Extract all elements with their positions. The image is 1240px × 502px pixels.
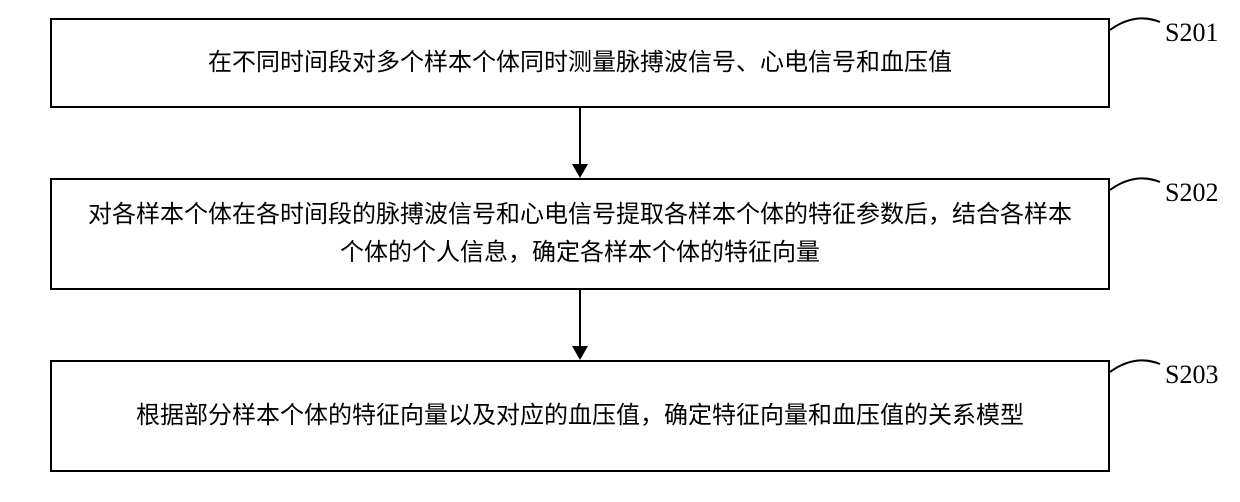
step-label-s202: S202 <box>1165 178 1218 208</box>
step-text-s203: 根据部分样本个体的特征向量以及对应的血压值，确定特征向量和血压值的关系模型 <box>136 397 1024 435</box>
label-connector-s203 <box>1110 360 1160 372</box>
step-box-s201: 在不同时间段对多个样本个体同时测量脉搏波信号、心电信号和血压值 <box>50 18 1110 108</box>
step-label-s203: S203 <box>1165 360 1218 390</box>
flowchart-canvas: 在不同时间段对多个样本个体同时测量脉搏波信号、心电信号和血压值 S201 对各样本个… <box>0 0 1240 502</box>
step-text-s202: 对各样本个体在各时间段的脉搏波信号和心电信号提取各样本个体的特征参数后，结合各样… <box>82 196 1078 273</box>
step-label-s201: S201 <box>1165 18 1218 48</box>
label-connector-s201 <box>1110 18 1160 30</box>
label-connector-s202 <box>1110 178 1160 190</box>
arrow-head-0 <box>572 164 588 178</box>
step-box-s202: 对各样本个体在各时间段的脉搏波信号和心电信号提取各样本个体的特征参数后，结合各样… <box>50 178 1110 290</box>
step-box-s203: 根据部分样本个体的特征向量以及对应的血压值，确定特征向量和血压值的关系模型 <box>50 360 1110 472</box>
arrow-head-1 <box>572 346 588 360</box>
step-text-s201: 在不同时间段对多个样本个体同时测量脉搏波信号、心电信号和血压值 <box>208 44 952 82</box>
